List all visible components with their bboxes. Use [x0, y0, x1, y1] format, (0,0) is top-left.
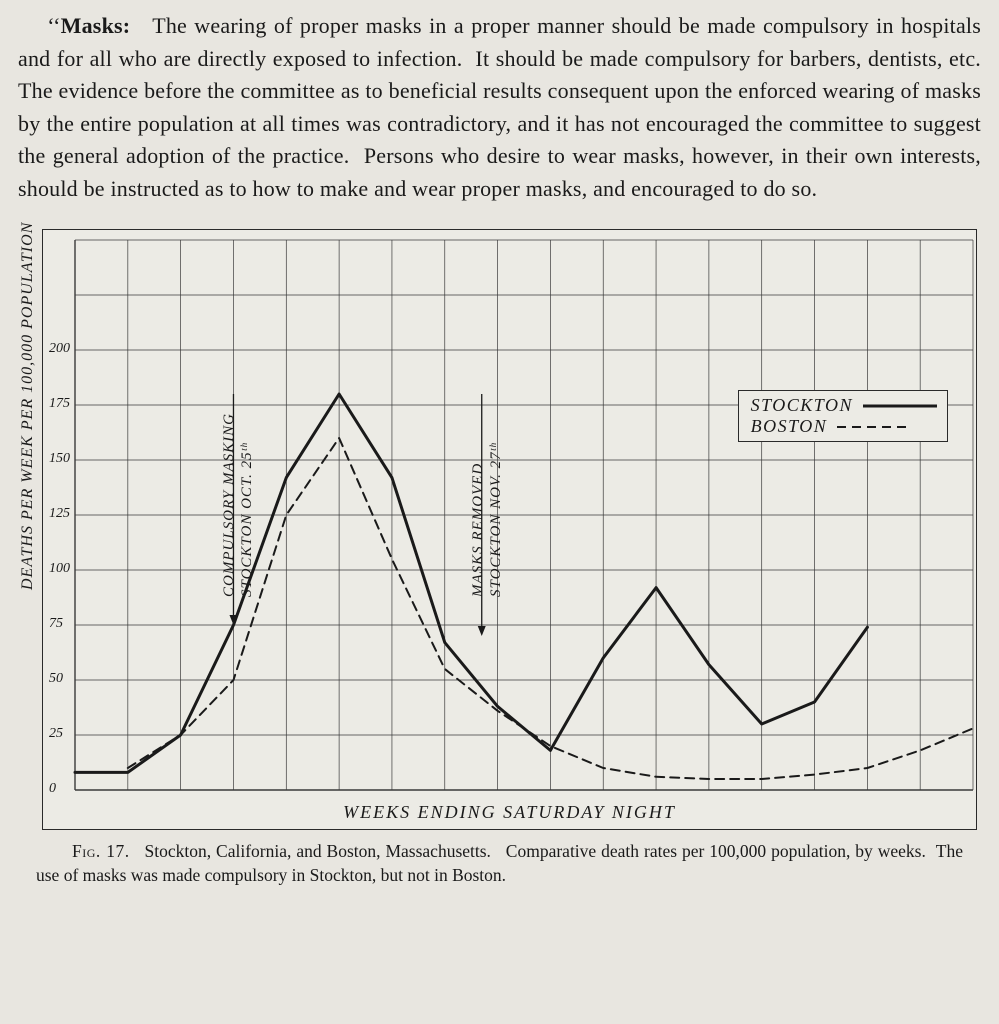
y-tick-label: 100 — [49, 561, 70, 577]
caption-fig: Fig. 17. — [72, 841, 130, 861]
legend-row-stockton: STOCKTON — [751, 395, 937, 416]
y-tick-label: 200 — [49, 341, 70, 357]
caption-text: Stockton, California, and Boston, Massac… — [36, 841, 963, 885]
y-tick-label: 175 — [49, 396, 70, 412]
legend-row-boston: BOSTON — [751, 416, 937, 437]
x-axis-label: WEEKS ENDING SATURDAY NIGHT — [43, 802, 976, 823]
legend-label-stockton: STOCKTON — [751, 395, 853, 416]
annotation-masking-off-line2: STOCKTON NOV. 27ᵗʰ — [488, 442, 505, 596]
annotation-masking-on-line1: COMPULSORY MASKING — [221, 413, 238, 597]
y-tick-label: 50 — [49, 671, 63, 687]
chart-svg — [43, 230, 979, 800]
y-tick-label: 25 — [49, 726, 63, 742]
figure-17-chart: DEATHS PER WEEK PER 100,000 POPULATION S… — [42, 229, 977, 830]
legend-swatch-boston — [837, 420, 911, 434]
y-tick-label: 125 — [49, 506, 70, 522]
lead-bold: Masks: — [61, 13, 131, 38]
annotation-masking-on-line2: STOCKTON OCT. 25ᵗʰ — [239, 442, 256, 596]
lead-indent — [18, 13, 47, 38]
paragraph-body: The wearing of proper masks in a proper … — [18, 13, 981, 201]
legend-label-boston: BOSTON — [751, 416, 828, 437]
y-tick-label: 0 — [49, 781, 56, 797]
annotation-masking-off-line1: MASKS REMOVED — [470, 462, 487, 596]
figure-caption: Fig. 17. Stockton, California, and Bosto… — [36, 840, 963, 887]
y-tick-label: 150 — [49, 451, 70, 467]
lead-quote: ‘‘ — [47, 13, 60, 38]
y-tick-label: 75 — [49, 616, 63, 632]
y-axis-label: DEATHS PER WEEK PER 100,000 POPULATION — [19, 222, 37, 590]
body-paragraph: ‘‘Masks: The wearing of proper masks in … — [18, 10, 981, 205]
legend-swatch-stockton — [863, 399, 937, 413]
chart-legend: STOCKTON BOSTON — [738, 390, 948, 442]
